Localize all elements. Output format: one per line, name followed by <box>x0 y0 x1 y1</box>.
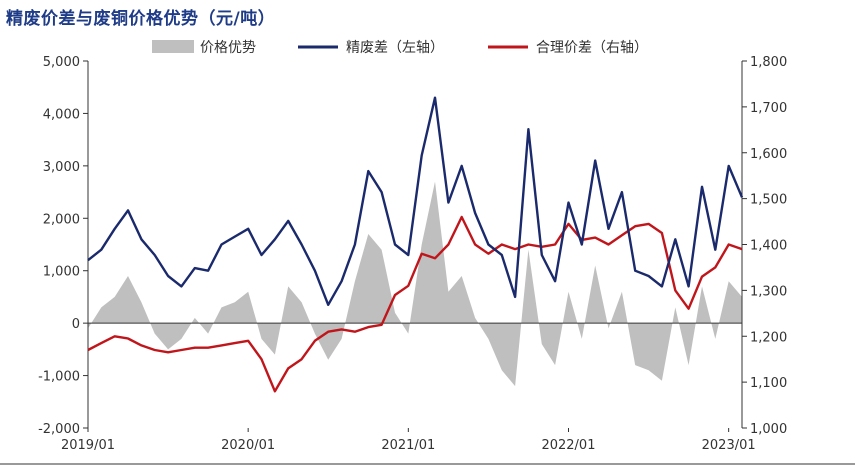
left-tick-label: 4,000 <box>43 107 80 122</box>
right-tick-label: 1,600 <box>750 147 787 162</box>
legend: 价格优势 精废差（左轴） 合理价差（右轴） <box>152 40 648 56</box>
right-tick-label: 1,700 <box>750 101 787 116</box>
left-tick-label: 3,000 <box>43 160 80 175</box>
right-tick-label: 1,800 <box>750 55 787 70</box>
chart-title: 精废价差与废铜价格优势（元/吨） <box>6 9 276 29</box>
refined-scrap-spread-line <box>87 96 744 306</box>
left-tick-label: 1,000 <box>43 265 80 280</box>
x-tick-label: 2021/01 <box>381 438 435 453</box>
right-tick-label: 1,200 <box>750 330 787 345</box>
legend-label: 精废差（左轴） <box>346 40 444 56</box>
left-tick-label: -2,000 <box>38 422 80 437</box>
reasonable-spread-series <box>87 215 743 393</box>
right-tick-label: 1,400 <box>750 239 787 254</box>
left-tick-label: 2,000 <box>43 212 80 227</box>
x-tick-label: 2023/01 <box>702 438 756 453</box>
right-axis-ticks: 1,800 1,700 1,600 1,500 1,400 1,300 1,200 1,100… <box>742 55 787 437</box>
right-tick-label: 1,300 <box>750 284 787 299</box>
left-tick-label: -1,000 <box>38 370 80 385</box>
right-tick-label: 1,000 <box>750 422 787 437</box>
right-tick-label: 1,100 <box>750 376 787 391</box>
x-tick-label: 2022/01 <box>541 438 595 453</box>
legend-label: 合理价差（右轴） <box>536 40 648 56</box>
reasonable-spread-line <box>87 215 743 393</box>
x-axis-ticks: 2019/01 2020/01 2021/01 2022/01 2023/01 <box>61 428 756 453</box>
legend-label: 价格优势 <box>200 40 256 56</box>
left-tick-label: 0 <box>72 317 80 332</box>
right-tick-label: 1,500 <box>750 193 787 208</box>
legend-swatch-advantage <box>152 40 194 53</box>
x-tick-label: 2019/01 <box>61 438 115 453</box>
x-tick-label: 2020/01 <box>221 438 275 453</box>
left-tick-label: 5,000 <box>43 55 80 70</box>
refined-scrap-spread-series <box>87 96 744 306</box>
left-axis-ticks: 5,000 4,000 3,000 2,000 1,000 0 -1,000 -2,000 <box>38 55 88 437</box>
